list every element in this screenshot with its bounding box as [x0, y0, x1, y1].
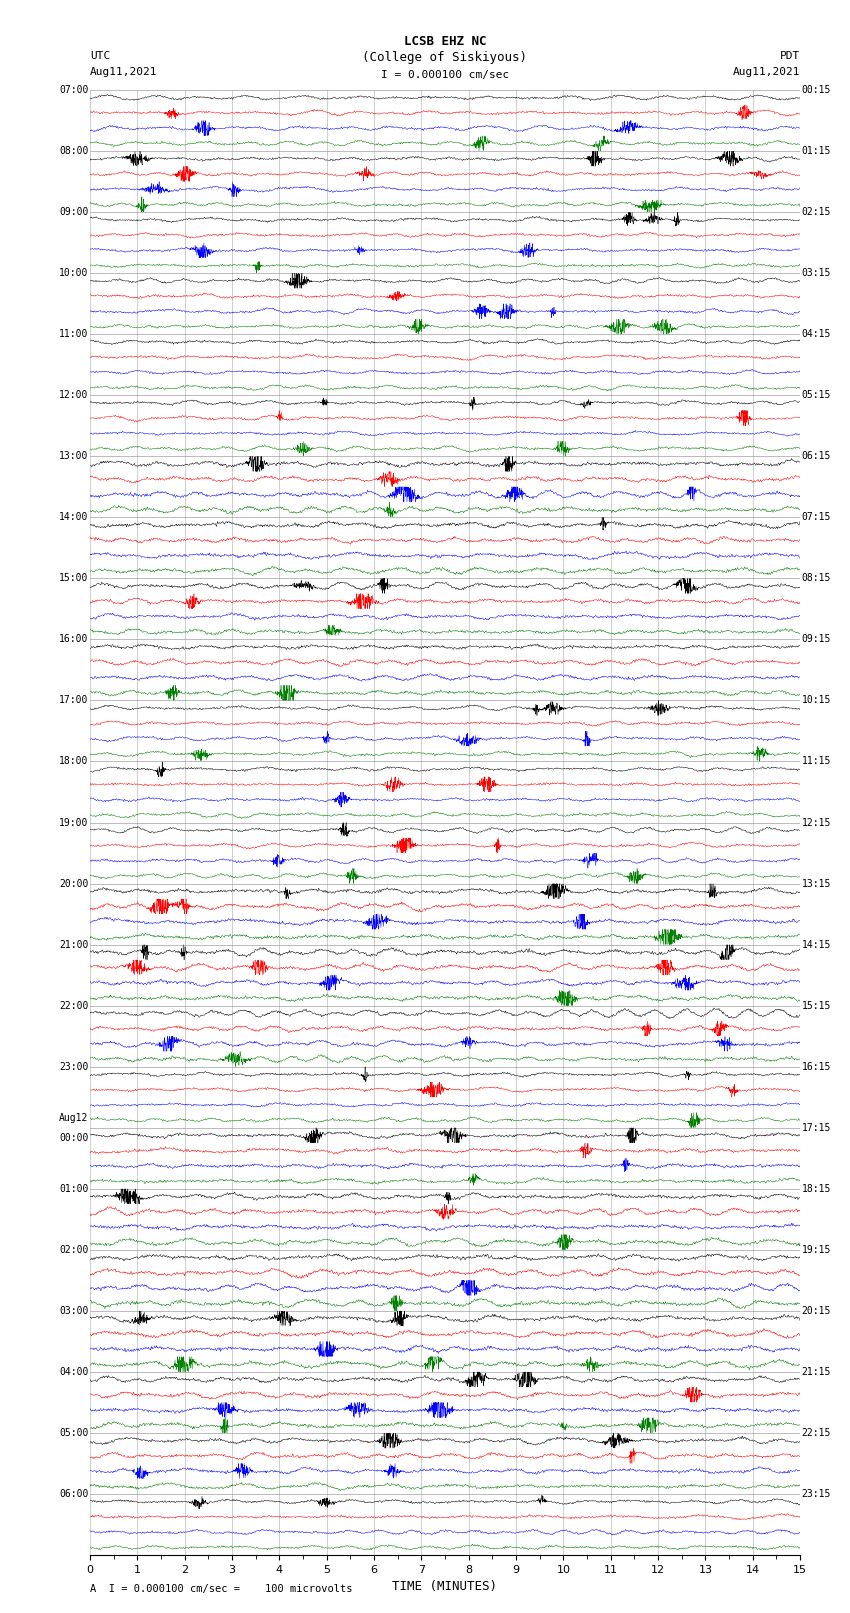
- Text: 00:00: 00:00: [59, 1132, 88, 1142]
- Text: 11:15: 11:15: [802, 756, 831, 766]
- Text: 01:15: 01:15: [802, 147, 831, 156]
- Text: Aug12: Aug12: [59, 1113, 88, 1123]
- Text: 07:15: 07:15: [802, 513, 831, 523]
- Text: 04:15: 04:15: [802, 329, 831, 339]
- Text: UTC: UTC: [90, 52, 110, 61]
- Text: 05:15: 05:15: [802, 390, 831, 400]
- Text: 18:00: 18:00: [59, 756, 88, 766]
- Text: 17:15: 17:15: [802, 1123, 831, 1132]
- Text: 22:00: 22:00: [59, 1000, 88, 1011]
- Text: 18:15: 18:15: [802, 1184, 831, 1194]
- Text: 09:15: 09:15: [802, 634, 831, 644]
- Text: 17:00: 17:00: [59, 695, 88, 705]
- Text: 13:15: 13:15: [802, 879, 831, 889]
- Text: 04:00: 04:00: [59, 1366, 88, 1378]
- Text: A  I = 0.000100 cm/sec =    100 microvolts: A I = 0.000100 cm/sec = 100 microvolts: [90, 1584, 353, 1594]
- Text: 08:00: 08:00: [59, 147, 88, 156]
- Text: 20:00: 20:00: [59, 879, 88, 889]
- Text: 14:15: 14:15: [802, 940, 831, 950]
- Text: 23:00: 23:00: [59, 1061, 88, 1071]
- Text: 03:00: 03:00: [59, 1307, 88, 1316]
- Text: 03:15: 03:15: [802, 268, 831, 277]
- Text: 11:00: 11:00: [59, 329, 88, 339]
- Text: 19:00: 19:00: [59, 818, 88, 827]
- Text: 06:15: 06:15: [802, 452, 831, 461]
- Text: 22:15: 22:15: [802, 1428, 831, 1437]
- Text: 13:00: 13:00: [59, 452, 88, 461]
- Text: 21:00: 21:00: [59, 940, 88, 950]
- Text: 12:15: 12:15: [802, 818, 831, 827]
- Text: 02:15: 02:15: [802, 206, 831, 218]
- Text: 20:15: 20:15: [802, 1307, 831, 1316]
- Text: 10:15: 10:15: [802, 695, 831, 705]
- Text: 16:00: 16:00: [59, 634, 88, 644]
- Text: 21:15: 21:15: [802, 1366, 831, 1378]
- Text: 06:00: 06:00: [59, 1489, 88, 1498]
- Text: 07:00: 07:00: [59, 85, 88, 95]
- Text: 19:15: 19:15: [802, 1245, 831, 1255]
- Text: 15:00: 15:00: [59, 573, 88, 584]
- Text: 00:15: 00:15: [802, 85, 831, 95]
- Text: LCSB EHZ NC: LCSB EHZ NC: [404, 35, 486, 48]
- Text: 14:00: 14:00: [59, 513, 88, 523]
- Text: 15:15: 15:15: [802, 1000, 831, 1011]
- Text: 09:00: 09:00: [59, 206, 88, 218]
- Text: 02:00: 02:00: [59, 1245, 88, 1255]
- Text: 05:00: 05:00: [59, 1428, 88, 1437]
- Text: 10:00: 10:00: [59, 268, 88, 277]
- Text: 16:15: 16:15: [802, 1061, 831, 1071]
- X-axis label: TIME (MINUTES): TIME (MINUTES): [393, 1581, 497, 1594]
- Text: I = 0.000100 cm/sec: I = 0.000100 cm/sec: [381, 71, 509, 81]
- Text: Aug11,2021: Aug11,2021: [733, 68, 800, 77]
- Text: 01:00: 01:00: [59, 1184, 88, 1194]
- Text: Aug11,2021: Aug11,2021: [90, 68, 157, 77]
- Text: 12:00: 12:00: [59, 390, 88, 400]
- Text: 08:15: 08:15: [802, 573, 831, 584]
- Text: 23:15: 23:15: [802, 1489, 831, 1498]
- Text: PDT: PDT: [779, 52, 800, 61]
- Text: (College of Siskiyous): (College of Siskiyous): [362, 52, 528, 65]
